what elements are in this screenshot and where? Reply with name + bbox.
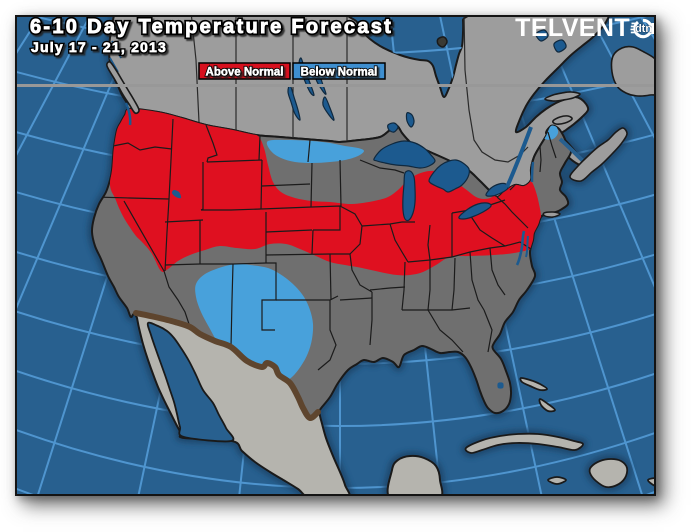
svg-text:Above Normal: Above Normal	[206, 67, 284, 79]
svg-text:Below Normal: Below Normal	[301, 67, 378, 79]
svg-text:dtn: dtn	[635, 23, 652, 35]
svg-text:July 17 - 21, 2013: July 17 - 21, 2013	[31, 39, 167, 55]
svg-text:TELVENT: TELVENT	[515, 17, 630, 42]
svg-text:6-10 Day Temperature Forecast: 6-10 Day Temperature Forecast	[30, 17, 393, 38]
svg-text:Below Normal: Below Normal	[301, 67, 378, 79]
svg-text:Above Normal: Above Normal	[206, 67, 284, 79]
svg-text:6-10 Day Temperature Forecast: 6-10 Day Temperature Forecast	[30, 17, 393, 38]
svg-text:July 17 - 21, 2013: July 17 - 21, 2013	[31, 39, 167, 55]
